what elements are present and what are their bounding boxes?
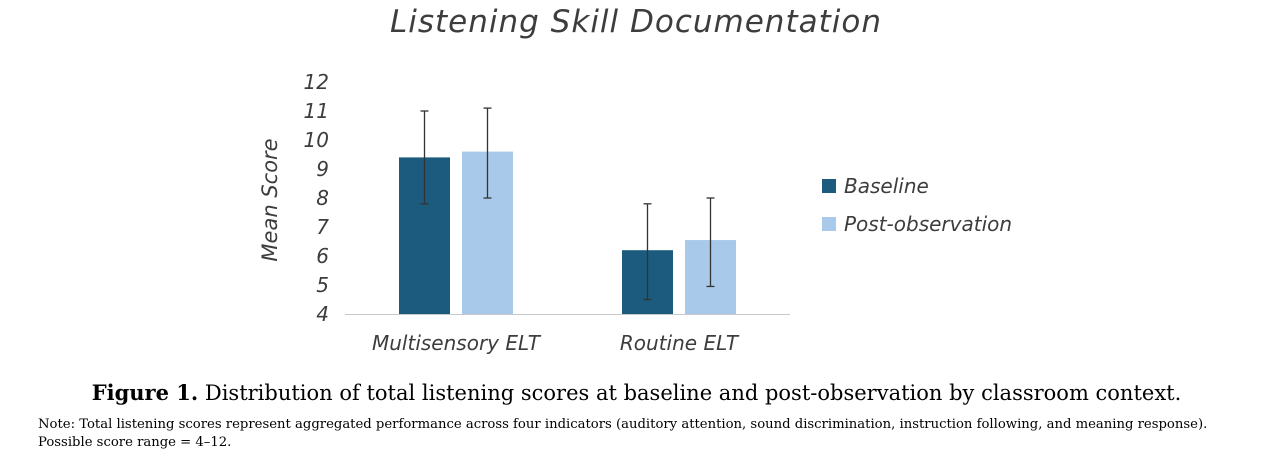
y-tick-label: 12	[304, 70, 329, 94]
y-axis-label: Mean Score	[258, 138, 282, 261]
x-tick-label: Multisensory ELT	[372, 331, 542, 355]
y-tick-label: 7	[316, 215, 329, 239]
legend-label: Post-observation	[844, 212, 1012, 236]
legend-label: Baseline	[844, 174, 929, 198]
caption-text: Distribution of total listening scores a…	[204, 381, 1182, 405]
bars	[399, 107, 736, 314]
y-tick-label: 10	[304, 128, 329, 152]
chart: Listening Skill Documentation Mean Score…	[258, 4, 1012, 355]
chart-title: Listening Skill Documentation	[390, 4, 882, 40]
y-tick-label: 6	[316, 244, 329, 268]
legend-swatch	[822, 217, 836, 231]
y-tick-label: 11	[304, 99, 329, 123]
legend: Baseline Post-observation	[822, 174, 1012, 236]
y-tick-labels: 4 5 6 7 8 9 10 11 12	[304, 70, 330, 326]
figure-note: Note: Total listening scores represent a…	[38, 417, 1208, 450]
x-tick-label: Routine ELT	[620, 331, 740, 355]
y-tick-label: 5	[316, 273, 329, 297]
y-tick-label: 4	[316, 302, 329, 326]
x-tick-labels: Multisensory ELT Routine ELT	[372, 331, 740, 355]
figure-caption: Figure 1. Distribution of total listenin…	[0, 380, 1273, 405]
y-tick-label: 8	[316, 186, 329, 210]
y-tick-label: 9	[316, 157, 329, 181]
legend-swatch	[822, 179, 836, 193]
caption-label: Figure 1.	[91, 380, 199, 405]
